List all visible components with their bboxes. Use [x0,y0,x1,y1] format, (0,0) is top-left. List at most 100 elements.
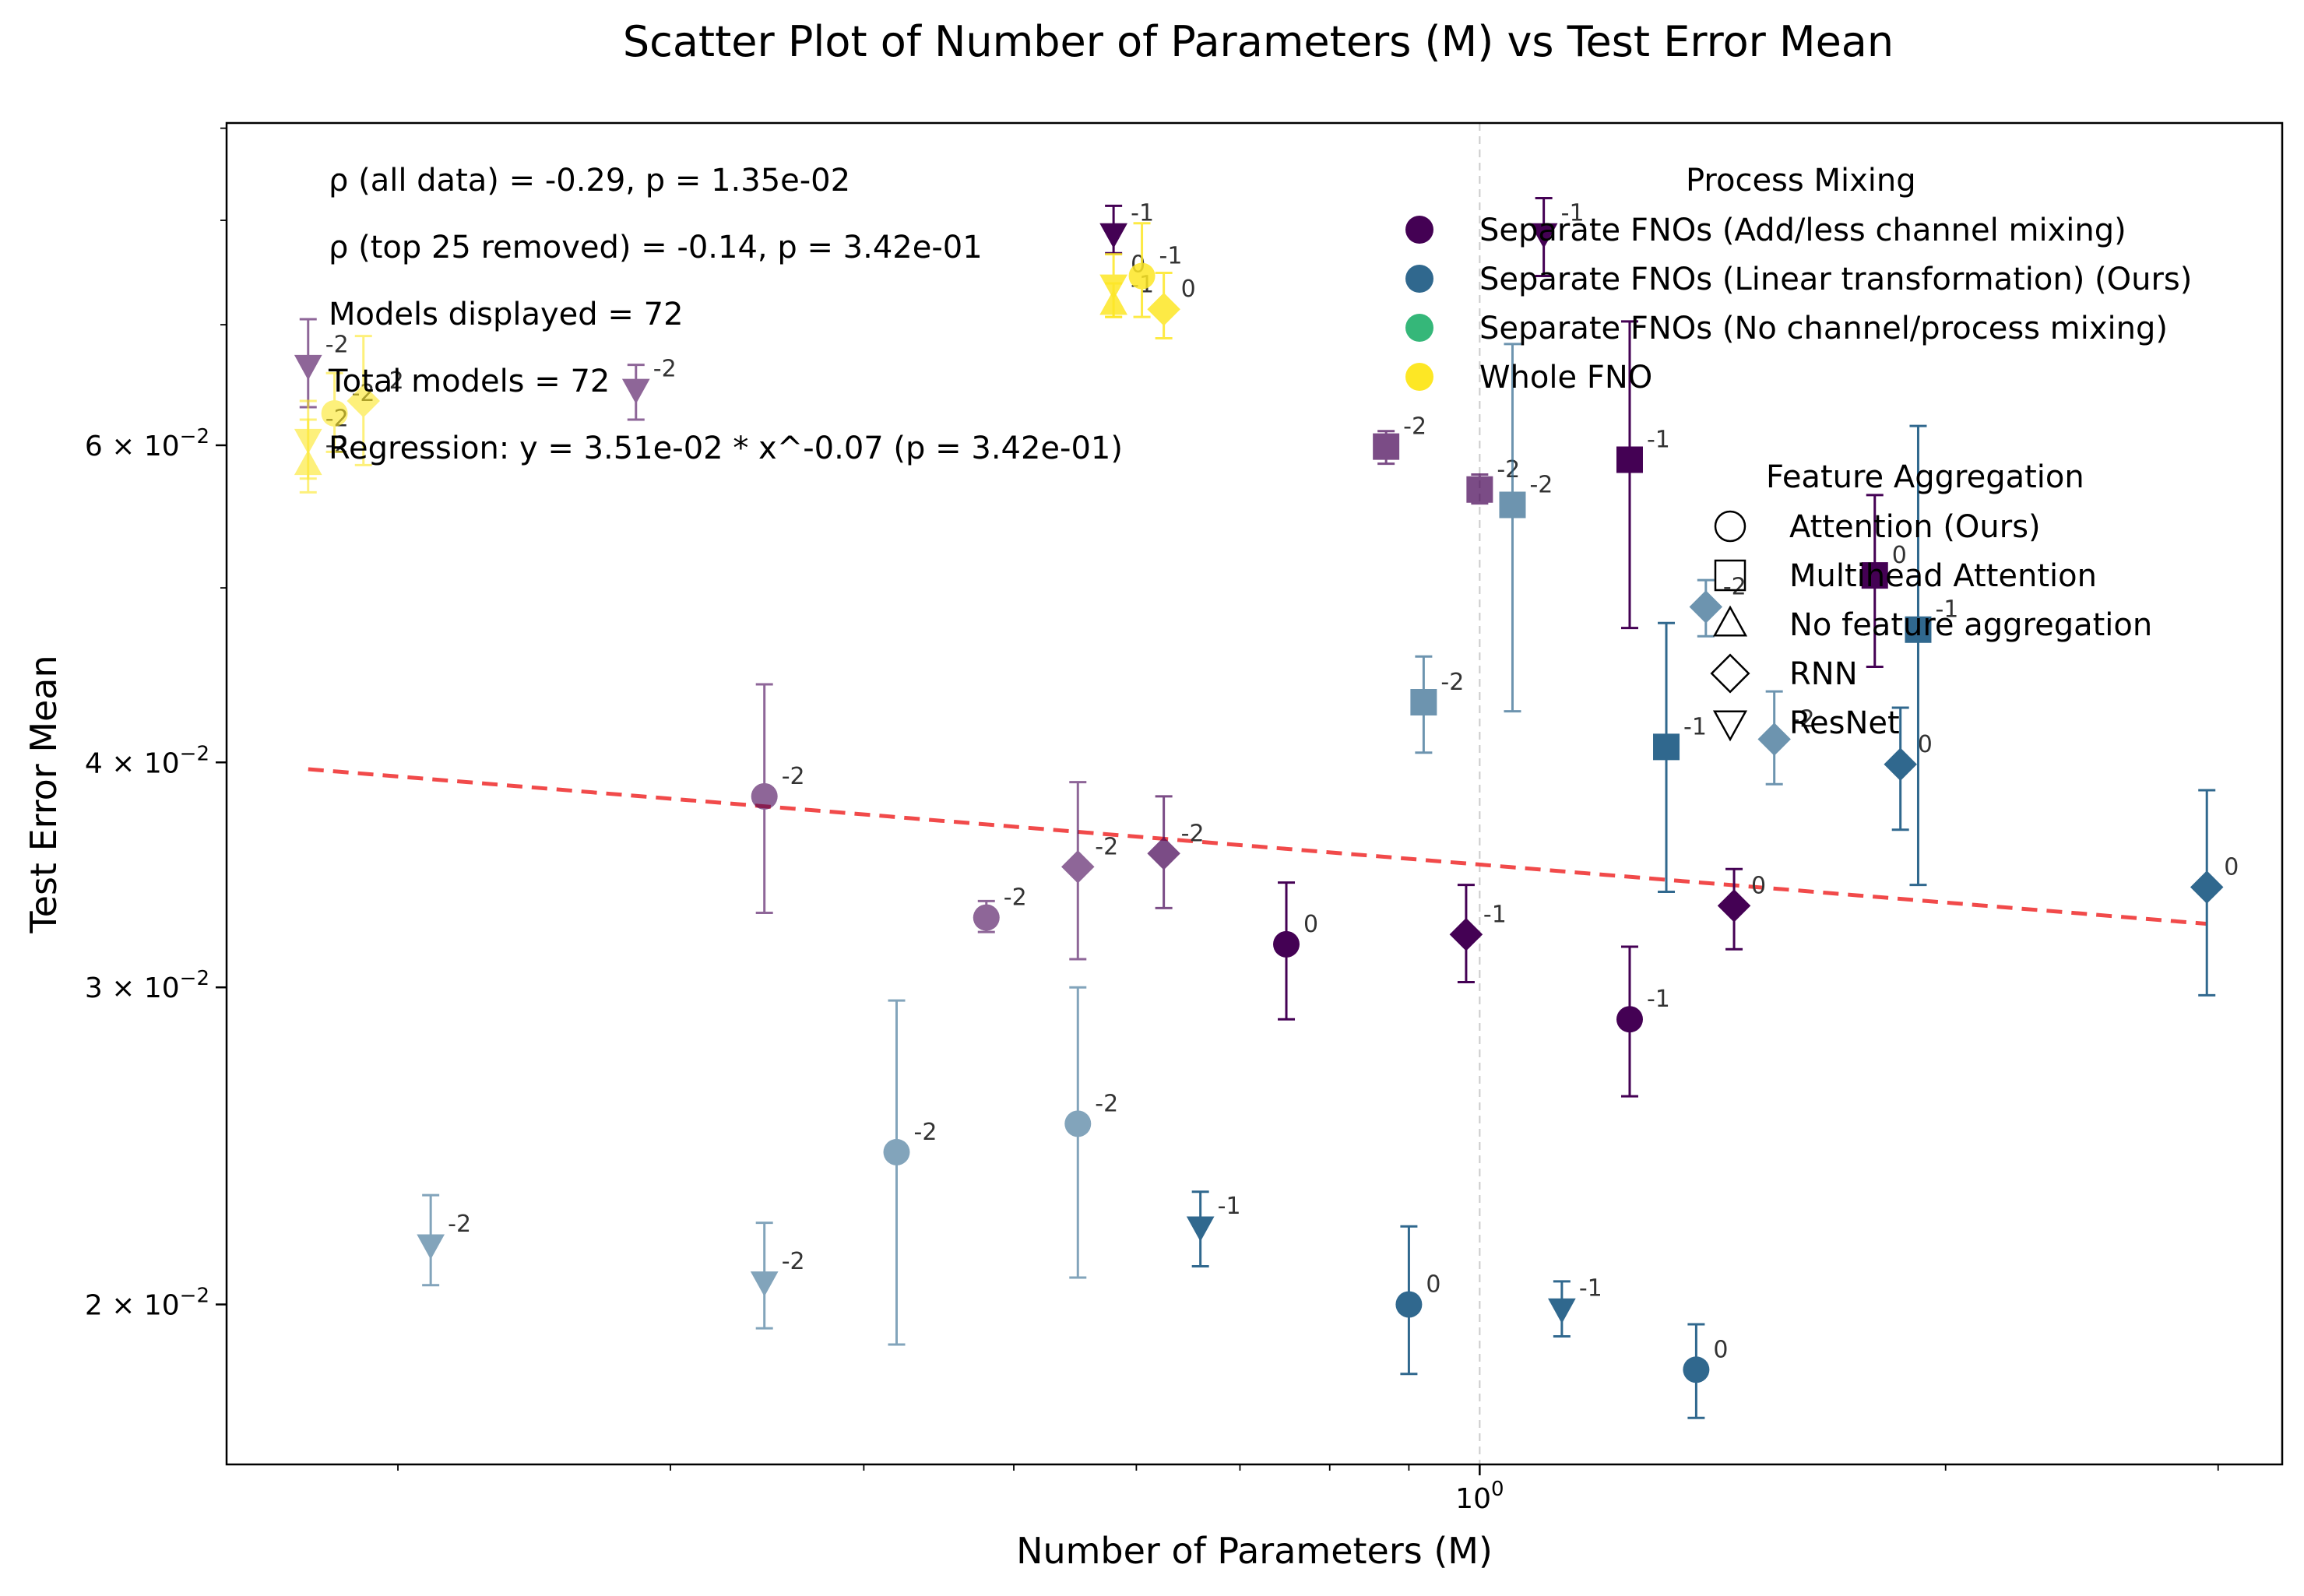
legend-color-swatch [1405,216,1433,244]
point-label: -2 [1403,413,1426,441]
point-marker [1861,562,1888,589]
y-tick-label: 3 × 10−2 [85,967,209,1004]
y-tick-label: 2 × 10−2 [85,1285,209,1322]
data-point [1529,197,1558,278]
legend-marker-swatch [1714,510,1746,543]
legend-process-item: Separate FNOs (No channel/process mixing… [1479,311,2168,346]
point-marker [1616,446,1643,473]
data-point [1273,881,1300,1021]
legend-marker-swatch [1712,710,1748,742]
data-point [1884,706,1917,831]
data-point [973,899,1000,933]
point-marker [1273,930,1300,958]
point-label: -2 [914,1119,937,1146]
legend-color-swatch [1405,314,1433,342]
point-label: -2 [653,355,677,382]
point-label: -1 [1483,901,1507,928]
y-axis-label: Test Error Mean [23,655,65,933]
annotation-total-models: Total models = 72 [328,364,610,399]
point-marker [883,1138,910,1165]
y-tick-label: 6 × 10−2 [85,425,209,462]
data-point [1064,986,1092,1279]
legend-process-title: Process Mixing [1686,163,1916,199]
legend-marker-swatch [1710,653,1750,694]
data-point [621,364,650,421]
point-label: -1 [1561,199,1585,227]
legend-feature-item: Attention (Ours) [1789,509,2041,545]
annotation-rho-top25: ρ (top 25 removed) = -0.14, p = 3.42e-01 [329,230,983,265]
data-point [1186,1190,1215,1268]
legend-color-swatch [1405,363,1433,391]
stats-annotations: ρ (all data) = -0.29, p = 1.35e-02 ρ (to… [328,163,1123,466]
point-marker [973,904,1000,931]
legend-feature-item: No feature aggregation [1789,607,2152,643]
point-marker [1064,1110,1092,1137]
point-label: -1 [1218,1193,1241,1220]
legend-feature-item: ResNet [1789,705,1900,741]
y-tick-label: 4 × 10−2 [85,742,209,779]
data-point [1616,320,1643,630]
legend-process-item: Separate FNOs (Linear transformation) (O… [1479,262,2192,297]
legend-process-item: Separate FNOs (Add/less channel mixing) [1479,213,2126,248]
data-point [1499,343,1526,713]
point-label: -2 [1529,471,1553,498]
point-label: -1 [1683,713,1707,740]
point-label: -1 [1159,243,1183,270]
data-point [294,418,322,494]
point-marker [751,782,778,810]
point-marker [1099,223,1127,248]
point-label: -2 [1440,669,1464,696]
point-label: -1 [1647,986,1670,1013]
point-label: -2 [1723,574,1746,601]
data-point [417,1193,445,1287]
data-point [1410,655,1437,754]
point-marker [1466,476,1493,503]
axes-frame [225,121,2284,1466]
data-point [1449,884,1483,984]
point-label: -2 [782,763,805,790]
point-marker [1373,433,1400,460]
point-marker [1616,1006,1643,1033]
chart-title: Scatter Plot of Number of Parameters (M)… [623,17,1894,66]
point-marker [1061,850,1095,884]
point-marker [1548,1298,1576,1324]
point-marker [1653,733,1680,761]
point-marker [1499,491,1526,519]
point-marker [1410,688,1437,715]
point-label: -2 [325,431,349,459]
data-point [1099,282,1127,318]
axis-ticks: 100 2 × 10−2 3 × 10−2 4 × 10−2 6 × 10−2 [85,127,2219,1515]
point-label: 0 [1303,911,1318,938]
point-label: -2 [325,332,349,359]
annotation-rho-all: ρ (all data) = -0.29, p = 1.35e-02 [329,163,850,199]
legend-process-item: Whole FNO [1479,360,1652,395]
point-marker [1884,747,1917,782]
point-marker [2190,870,2224,904]
point-label: 0 [1918,731,1933,758]
point-marker [1099,290,1127,315]
data-point [750,1222,779,1330]
point-label: -2 [1095,833,1118,860]
data-point [883,999,910,1346]
data-point [1689,578,1723,638]
point-marker [1683,1356,1710,1383]
point-marker [294,354,322,381]
data-point [1061,781,1095,961]
point-label: 0 [1426,1271,1440,1299]
point-label: -1 [1579,1275,1602,1302]
annotation-regression: Regression: y = 3.51e-02 * x^-0.07 (p = … [329,431,1123,466]
point-label: -2 [782,1248,805,1275]
point-marker [346,384,381,418]
point-label: -2 [1181,820,1205,847]
point-marker [1905,616,1932,643]
point-marker [1449,918,1483,951]
data-point [1466,473,1493,505]
legend-feature-title: Feature Aggregation [1766,459,2084,495]
regression-line [308,767,2207,926]
legend-color-swatch [1405,265,1433,293]
data-point [1905,424,1932,887]
data-point [1757,690,1791,786]
data-point [1147,795,1180,909]
data-point [1861,494,1888,668]
